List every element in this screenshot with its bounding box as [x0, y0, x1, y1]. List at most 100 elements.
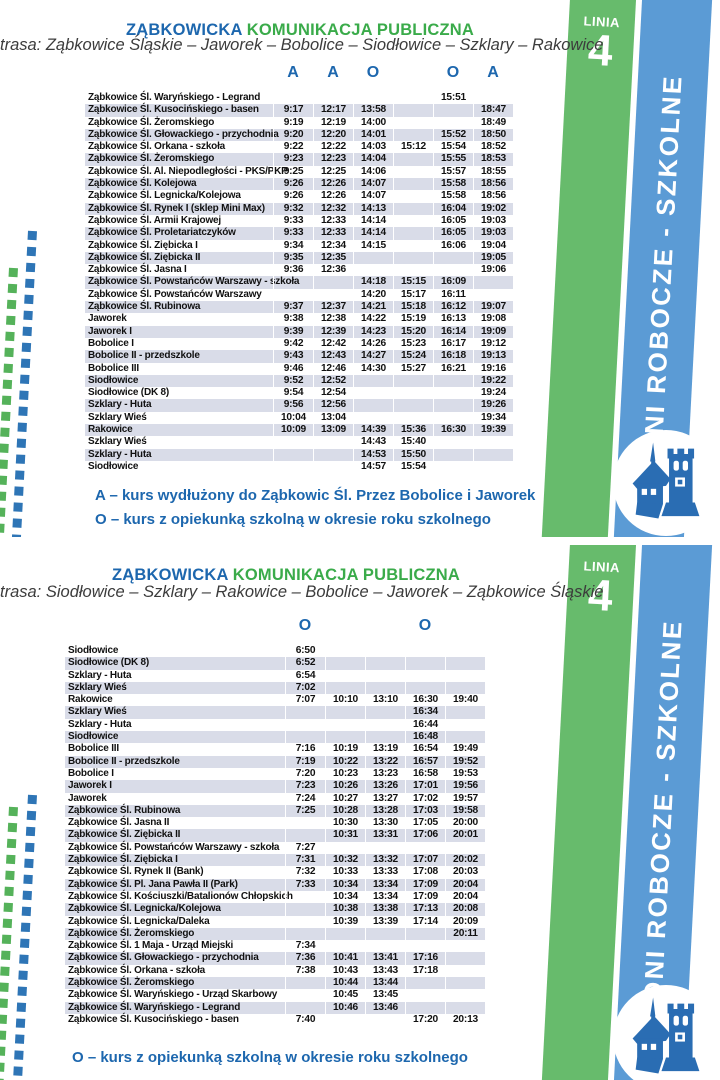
stop-name: Jaworek: [88, 313, 127, 325]
stop-name: Jaworek I: [68, 780, 112, 792]
table-row: Ząbkowice Śl. Pl. Jana Pawła II (Park) 7:…: [65, 878, 485, 891]
departure-time-cell: 14:04: [353, 153, 393, 166]
dot: [25, 826, 36, 837]
departure-time-cell: 17:01: [405, 780, 445, 793]
stop-name: Ząbkowice Śl. Kusocińskiego - basen: [88, 104, 259, 116]
departure-time-cell: 15:18: [393, 301, 433, 314]
departure-time-cell: 19:16: [473, 362, 513, 375]
departure-time-cell: [473, 436, 513, 449]
departure-time-cell: [353, 251, 393, 265]
departure-time-cell: 14:21: [353, 301, 393, 314]
departure-time-cell: 10:32: [325, 854, 365, 867]
departure-time-cell: 19:26: [473, 399, 513, 412]
table-row: Rakowice 10:09 13:09 14:39 15:36 16:30 19:39: [85, 424, 513, 437]
table-row: Siodłowice (DK 8) 9:54 12:54 19:24: [85, 387, 513, 400]
departure-time-cell: [393, 128, 433, 142]
departure-time-cell: 15:52: [433, 128, 473, 142]
dot: [6, 299, 17, 310]
departure-time-cell: [433, 448, 473, 461]
page-title: ZĄBKOWICKA KOMUNIKACJA PUBLICZNA: [0, 566, 572, 585]
stop-name: Szklary Wieś: [68, 681, 127, 693]
dot: [6, 838, 17, 849]
departure-time-cell: 17:05: [405, 817, 445, 830]
departure-time-cell: 9:23: [273, 153, 313, 166]
dot: [16, 1002, 27, 1012]
departure-time-cell: [325, 731, 365, 744]
departure-time-cell: 19:56: [445, 780, 485, 793]
departure-time-cell: 18:52: [473, 141, 513, 154]
table-row: Ząbkowice Śl. 1 Maja - Urząd Miejski 7:34: [65, 940, 485, 953]
departure-time-cell: [285, 903, 325, 916]
departure-time-cell: 19:24: [473, 387, 513, 400]
departure-time-cell: 16:05: [433, 227, 473, 240]
stop-name: Siodłowice: [68, 645, 119, 656]
departure-time-cell: 14:23: [353, 325, 393, 338]
departure-time-cell: [273, 92, 313, 105]
dot: [15, 1018, 26, 1028]
departure-time-cell: 20:04: [445, 890, 485, 904]
departure-time-cell: 10:34: [325, 890, 365, 904]
departure-time-cell: [273, 448, 313, 461]
stop-name: Siodłowice (DK 8): [88, 387, 170, 399]
dot: [4, 886, 14, 897]
departure-time-cell: 14:13: [353, 202, 393, 215]
departure-time-cell: [405, 1001, 445, 1014]
stop-name: Ząbkowice Śl. Ziębicka I: [68, 854, 178, 866]
departure-time-cell: 12:26: [313, 178, 353, 191]
departure-time-cell: 10:19: [325, 743, 365, 756]
departure-time-cell: 16:30: [433, 424, 473, 437]
stop-name: Jaworek I: [88, 325, 132, 337]
departure-time-cell: [405, 657, 445, 670]
stop-name: Ząbkowice Śl. Armii Krajowej: [88, 214, 221, 226]
departure-time-cell: 17:20: [405, 1013, 445, 1027]
table-row: Ząbkowice Śl. Legnicka/Kolejowa 9:26 12:26…: [85, 190, 513, 203]
table-row: Ząbkowice Śl. Kościuszki/Batalionów Chło…: [65, 890, 485, 904]
departure-time-cell: 7:25: [285, 804, 325, 818]
dot: [27, 794, 37, 805]
table-row: Siodłowice 16:48: [65, 731, 485, 744]
table-row: Ząbkowice Śl. Al. Niepodległości - PKS/P…: [85, 165, 513, 179]
table-row: Ząbkowice Śl. Proletariatczyków 9:33 12:33…: [85, 227, 513, 240]
dot: [15, 454, 26, 464]
departure-time-cell: 14:26: [353, 337, 393, 351]
departure-time-cell: 7:24: [285, 792, 325, 805]
tower-illustration-icon: [628, 438, 704, 528]
stop-name: Ząbkowice Śl. Żeromskiego: [88, 153, 215, 165]
departure-time-cell: [445, 1001, 485, 1014]
departure-time-cell: 13:23: [365, 767, 405, 781]
table-row: Jaworek I 7:23 10:26 13:26 17:01 19:56: [65, 780, 485, 793]
timetable-body: Ząbkowice Śl. Waryńskiego - Legrand 15:51…: [85, 92, 513, 474]
departure-time-cell: [285, 989, 325, 1002]
departure-time-cell: 12:56: [313, 399, 353, 412]
stop-name: Ząbkowice Śl. Kusocińskiego - basen: [68, 1013, 239, 1025]
stop-name: Szklary - Huta: [88, 399, 152, 411]
departure-time-cell: 12:32: [313, 202, 353, 215]
departure-time-cell: [405, 940, 445, 953]
table-row: Ząbkowice Śl. Orkana - szkoła 7:38 10:43 13…: [65, 964, 485, 978]
departure-time-cell: [365, 706, 405, 719]
dot: [0, 523, 5, 533]
table-row: Jaworek 7:24 10:27 13:27 17:02 19:57: [65, 792, 485, 805]
departure-time-cell: 18:56: [473, 178, 513, 191]
stop-name: Siodłowice: [68, 731, 119, 743]
dot: [0, 966, 10, 977]
departure-time-cell: 9:39: [273, 325, 313, 338]
dot: [23, 874, 33, 885]
departure-time-cell: 14:03: [353, 141, 393, 154]
table-row: Bobolice III 9:46 12:46 14:30 15:27 16:21 19:1…: [85, 362, 513, 375]
dot: [19, 954, 29, 965]
dot: [0, 1062, 5, 1072]
departure-time-cell: 12:43: [313, 350, 353, 363]
table-row: Ząbkowice Śl. Kusocińskiego - basen 7:40 1…: [65, 1013, 485, 1027]
departure-time-cell: 17:06: [405, 829, 445, 842]
dot: [13, 502, 23, 512]
departure-time-cell: [285, 718, 325, 732]
departure-time-cell: 9:25: [273, 165, 313, 179]
table-row: Bobolice I 7:20 10:23 13:23 16:58 19:53: [65, 767, 485, 781]
departure-time-cell: 9:54: [273, 387, 313, 400]
table-row: Szklary - Huta 14:53 15:50: [85, 448, 513, 461]
departure-time-cell: 15:19: [393, 313, 433, 326]
departure-time-cell: 7:33: [285, 878, 325, 891]
departure-time-cell: 12:35: [313, 251, 353, 265]
dot: [7, 822, 18, 833]
